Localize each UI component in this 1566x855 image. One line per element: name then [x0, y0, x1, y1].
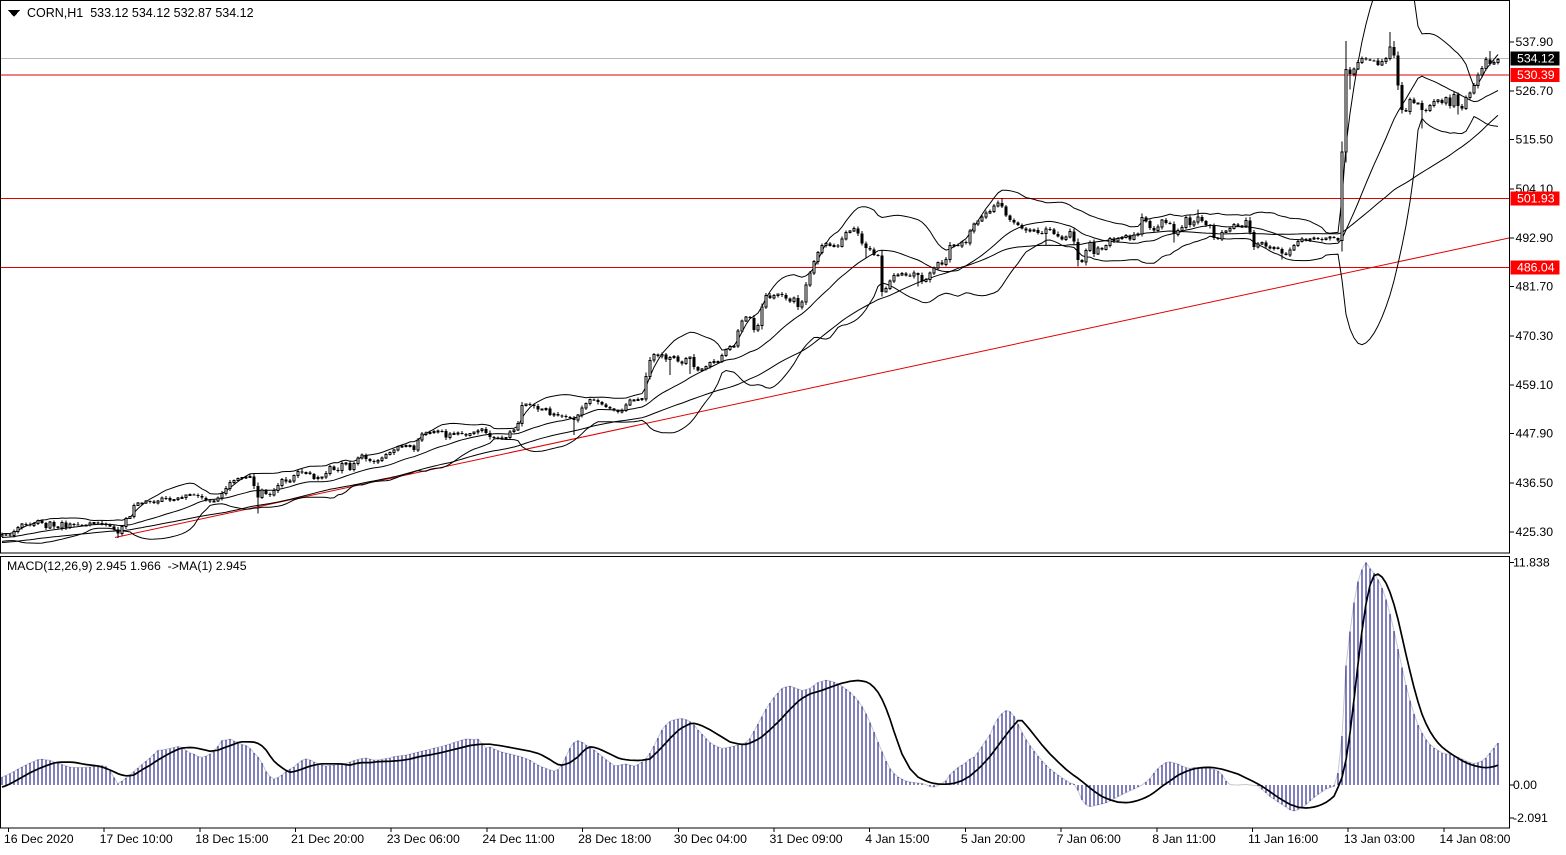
svg-text:16 Dec 2020: 16 Dec 2020 [4, 832, 74, 846]
svg-text:4 Jan 15:00: 4 Jan 15:00 [865, 832, 929, 846]
svg-text:24 Dec 11:00: 24 Dec 11:00 [482, 832, 554, 846]
svg-text:14 Jan 08:00: 14 Jan 08:00 [1439, 832, 1510, 846]
svg-text:23 Dec 06:00: 23 Dec 06:00 [387, 832, 460, 846]
svg-text:7 Jan 06:00: 7 Jan 06:00 [1057, 832, 1121, 846]
svg-text:13 Jan 03:00: 13 Jan 03:00 [1344, 832, 1415, 846]
svg-text:447.90: 447.90 [1516, 427, 1554, 441]
svg-text:21 Dec 20:00: 21 Dec 20:00 [291, 832, 364, 846]
svg-text:5 Jan 20:00: 5 Jan 20:00 [961, 832, 1025, 846]
svg-text:492.90: 492.90 [1516, 231, 1554, 245]
svg-text:470.30: 470.30 [1516, 329, 1554, 343]
svg-text:486.04: 486.04 [1517, 261, 1555, 275]
svg-text:11.838: 11.838 [1513, 556, 1550, 570]
svg-text:459.10: 459.10 [1516, 378, 1554, 392]
svg-text:537.90: 537.90 [1516, 35, 1554, 49]
svg-text:30 Dec 04:00: 30 Dec 04:00 [674, 832, 747, 846]
svg-text:28 Dec 18:00: 28 Dec 18:00 [578, 832, 651, 846]
svg-text:31 Dec 09:00: 31 Dec 09:00 [770, 832, 843, 846]
svg-text:-2.091: -2.091 [1513, 811, 1548, 825]
svg-text:515.50: 515.50 [1516, 133, 1554, 147]
svg-text:CORN,H1 533.12 534.12 532.87: CORN,H1 533.12 534.12 532.87 534.12 [27, 6, 254, 20]
svg-text:MACD(12,26,9) 2.945 1.966 ->M: MACD(12,26,9) 2.945 1.966 ->MA(1) 2.945 [7, 559, 247, 573]
svg-text:17 Dec 10:00: 17 Dec 10:00 [100, 832, 173, 846]
svg-text:481.70: 481.70 [1516, 280, 1554, 294]
svg-text:501.93: 501.93 [1517, 192, 1555, 206]
svg-text:0.00: 0.00 [1513, 778, 1537, 792]
svg-text:530.39: 530.39 [1517, 68, 1555, 82]
svg-text:526.70: 526.70 [1516, 84, 1554, 98]
svg-text:11 Jan 16:00: 11 Jan 16:00 [1248, 832, 1318, 846]
svg-text:425.30: 425.30 [1516, 525, 1554, 539]
svg-text:534.12: 534.12 [1517, 52, 1555, 66]
svg-text:436.50: 436.50 [1516, 476, 1554, 490]
svg-text:8 Jan 11:00: 8 Jan 11:00 [1152, 832, 1216, 846]
svg-text:18 Dec 15:00: 18 Dec 15:00 [195, 832, 268, 846]
